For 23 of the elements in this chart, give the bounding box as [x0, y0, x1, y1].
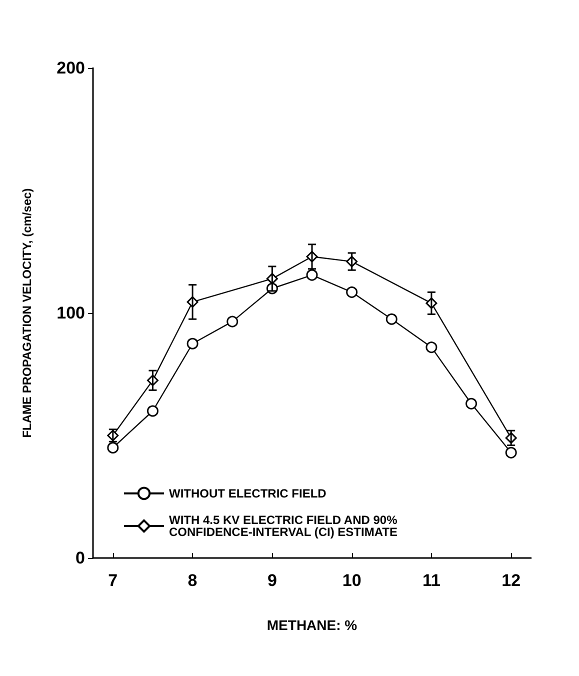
x-axis-title: METHANE: % — [266, 617, 358, 633]
y-tick-label: 0 — [76, 548, 85, 568]
point — [505, 446, 517, 458]
point — [146, 405, 158, 417]
x-tick-label: 10 — [342, 571, 362, 590]
point — [466, 398, 478, 410]
x-tick-label: 7 — [108, 571, 118, 590]
point — [386, 313, 398, 325]
x-tick-label: 9 — [267, 571, 277, 590]
x-tick-label: 8 — [188, 571, 198, 590]
point — [346, 286, 358, 298]
y-axis-title: FLAME PROPAGATION VELOCITY, (cm/sec) — [20, 188, 34, 438]
point — [426, 342, 438, 354]
point — [226, 316, 238, 328]
x-tick-label: 12 — [502, 571, 521, 590]
point — [306, 269, 318, 281]
y-tick-label: 200 — [56, 58, 85, 78]
legend-label: WITH 4.5 KV ELECTRIC FIELD AND 90% CONFIDENCE-INTERVAL (CI) ESTIMATE — [169, 513, 401, 539]
x-tick-label: 11 — [422, 571, 440, 590]
point — [186, 338, 198, 350]
y-tick-label: 100 — [56, 304, 85, 322]
point — [107, 442, 119, 454]
legend-label: WITHOUT ELECTRIC FIELD — [169, 486, 327, 500]
